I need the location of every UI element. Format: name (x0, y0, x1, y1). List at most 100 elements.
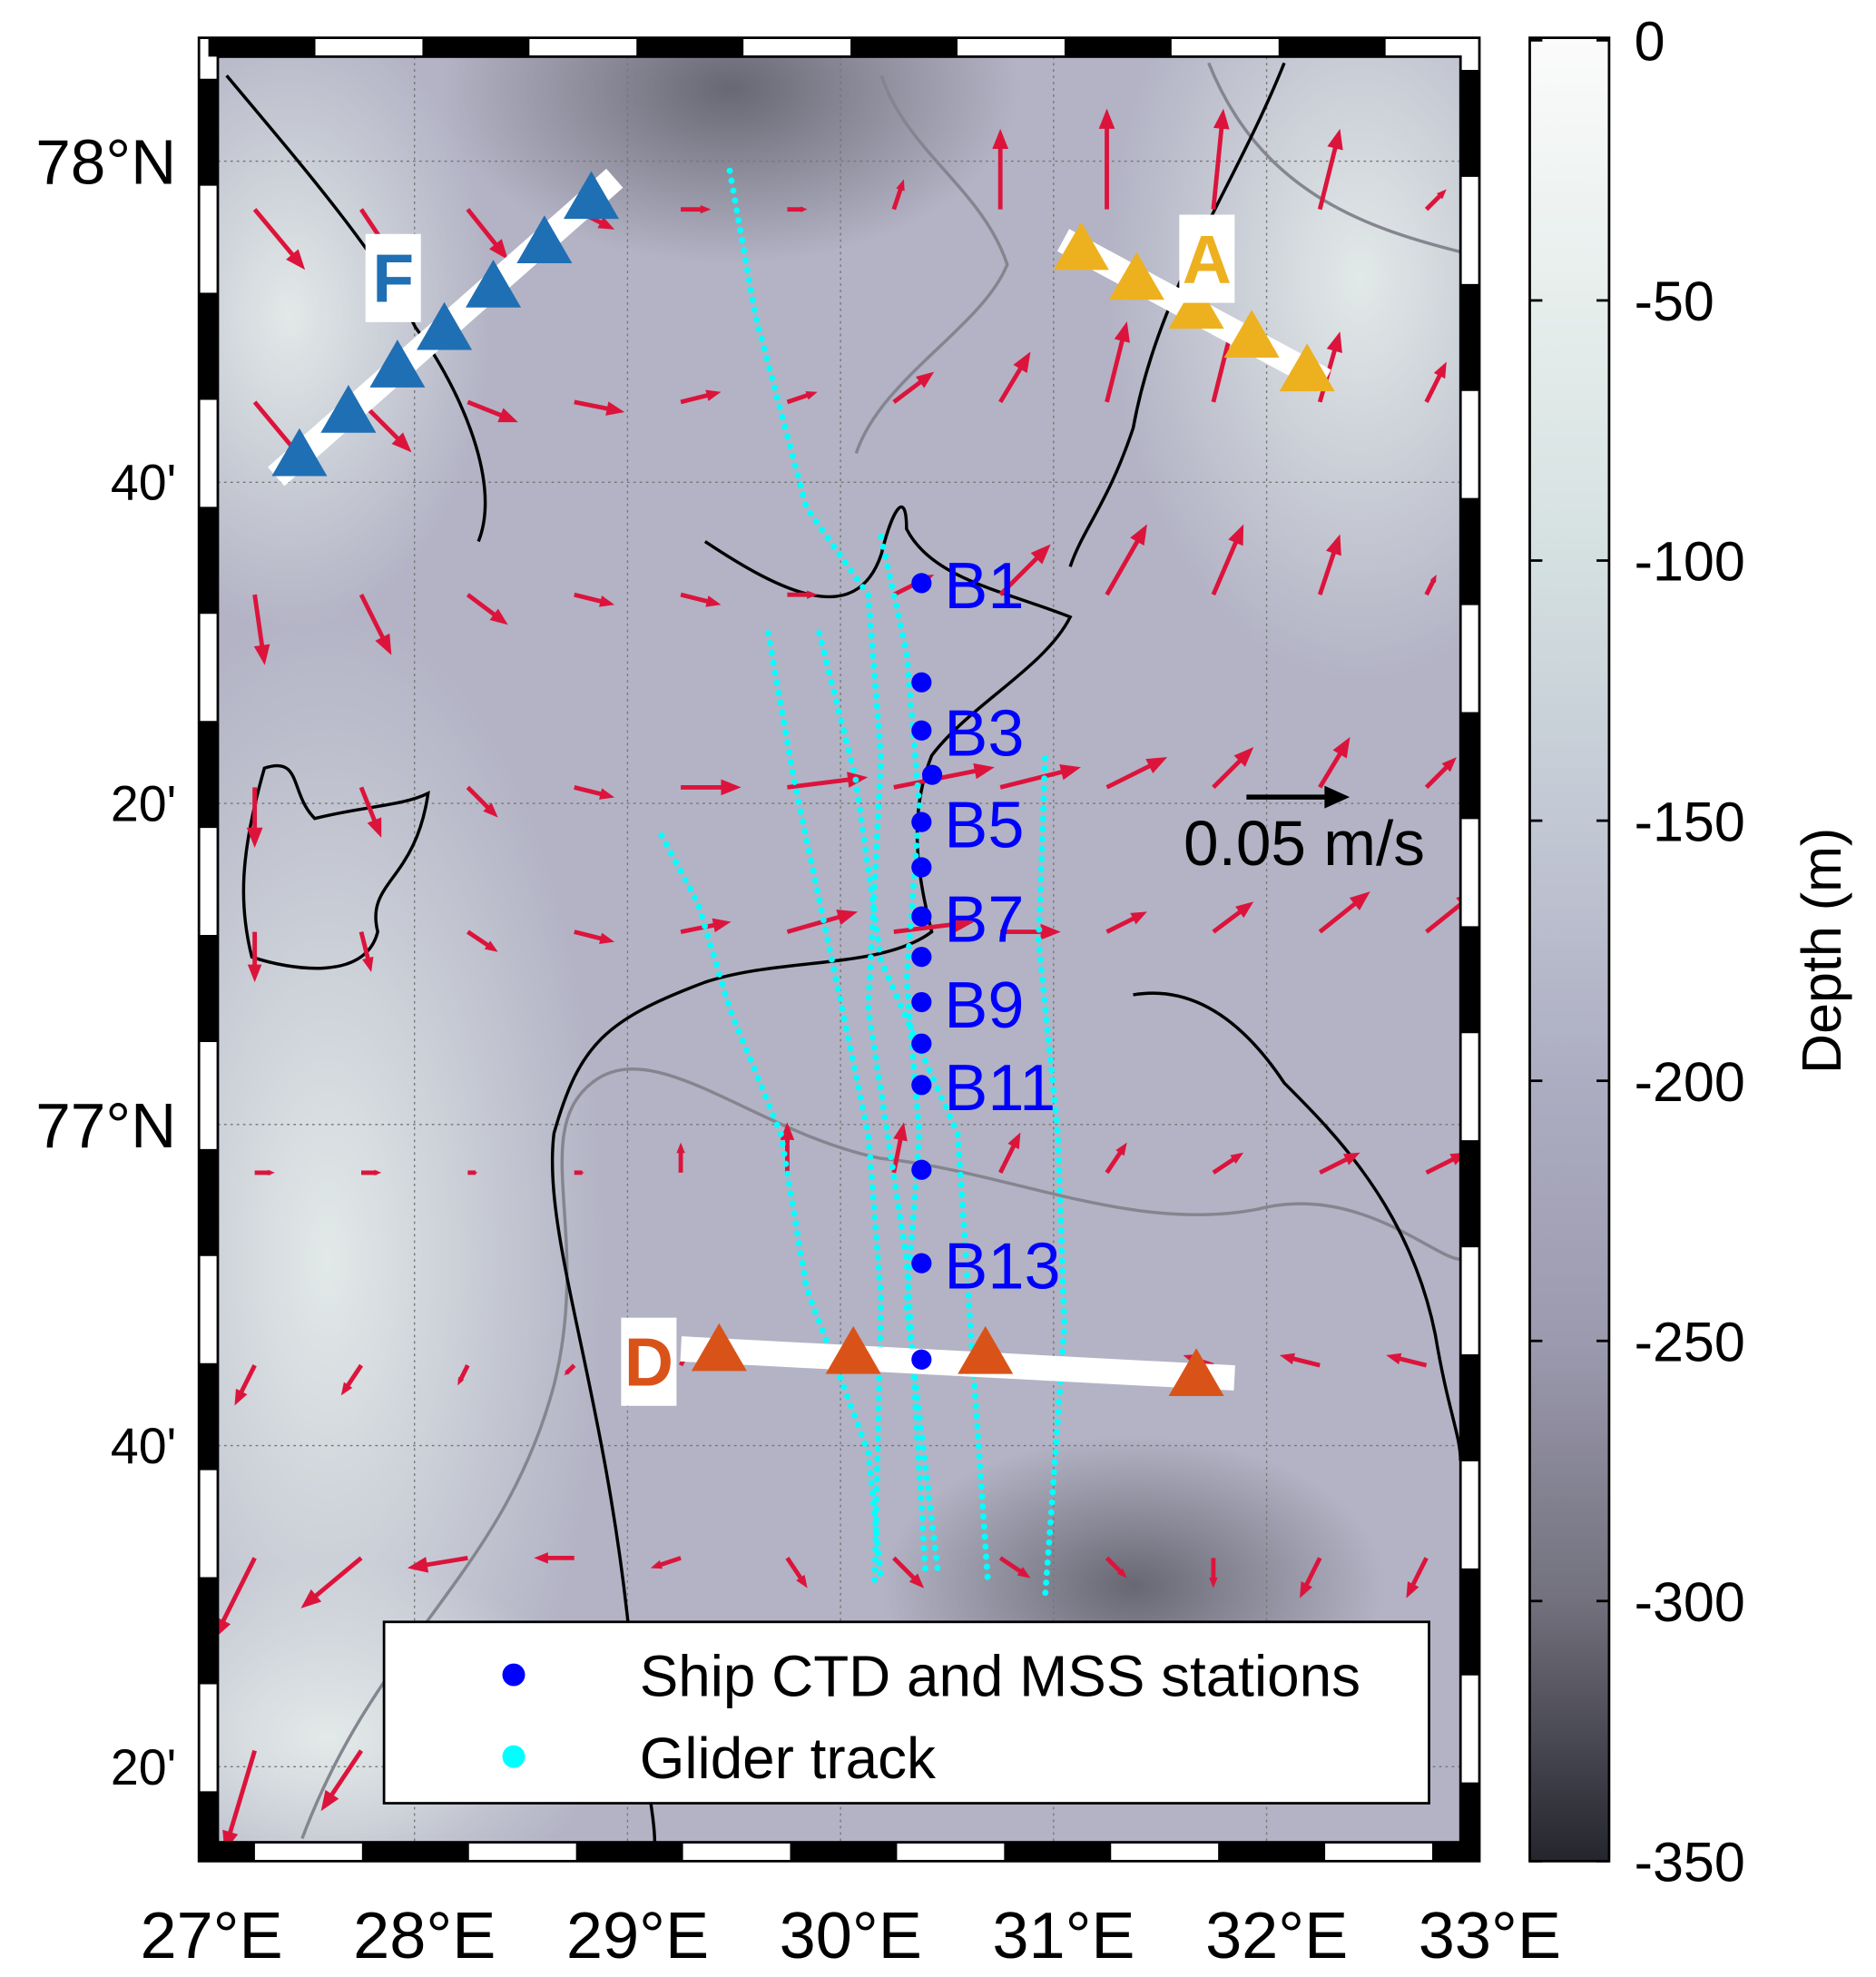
arrow-shaft (1105, 533, 1144, 596)
velocity-arrow (680, 918, 732, 934)
velocity-arrow (574, 785, 615, 800)
velocity-arrow (1211, 524, 1244, 596)
arrow-head (721, 779, 742, 796)
velocity-arrow (786, 909, 859, 934)
arrow-shaft (1211, 534, 1242, 596)
colorbar-label: Depth (m) (1791, 828, 1852, 1074)
station-marker (911, 1075, 932, 1096)
velocity-arrow (467, 929, 498, 952)
velocity-arrow (1105, 321, 1130, 403)
velocity-arrow (1424, 574, 1437, 596)
scale-label: 0.05 m/s (1184, 808, 1425, 879)
arrow-head (483, 802, 498, 818)
arrow-head (805, 391, 818, 400)
colorbar: 0 -50 -100 -150 -200 -250 -300 -350 Depth (m) (1528, 11, 1852, 1893)
velocity-arrow (998, 1556, 1031, 1579)
arrow-head (1030, 544, 1051, 565)
arrow-head (1235, 901, 1254, 919)
velocity-arrow (787, 590, 818, 599)
arrow-head (391, 432, 412, 453)
arrow-head (489, 608, 508, 625)
velocity-arrow (407, 1555, 468, 1573)
velocity-scale: 0.05 m/s (1184, 785, 1425, 879)
arrow-head (1130, 524, 1147, 546)
station-marker (911, 720, 932, 741)
section-station-triangle (1223, 310, 1280, 358)
velocity-arrow (246, 787, 263, 848)
velocity-arrow (992, 128, 1009, 210)
section-station-triangle (271, 428, 328, 477)
section-label-box (365, 233, 421, 322)
velocity-arrow (1212, 746, 1254, 790)
colorbar-tick-label: -100 (1635, 531, 1745, 593)
velocity-arrow (1279, 1352, 1321, 1368)
arrow-head (599, 595, 615, 607)
arrow-head (375, 633, 392, 655)
colorbar-tick-label: -150 (1635, 791, 1745, 852)
section-label-box (1179, 214, 1235, 303)
section-station-triangle (320, 385, 377, 433)
glider-track (1035, 755, 1068, 1600)
arrow-head (268, 1169, 275, 1175)
arrow-head (705, 595, 722, 607)
velocity-arrow (1424, 757, 1457, 790)
arrow-head (222, 1829, 239, 1843)
lat-tick-label: 20' (111, 776, 176, 832)
arrow-shaft (225, 1749, 257, 1841)
velocity-arrow (1098, 108, 1115, 210)
arrow-head (605, 401, 625, 416)
colorbar-tick-label: -250 (1635, 1311, 1745, 1372)
arrow-head (407, 1557, 429, 1573)
arrow-head (780, 1122, 795, 1140)
arrow-head (484, 940, 498, 952)
arrow-head (599, 788, 615, 800)
velocity-arrow (681, 779, 742, 796)
lon-tick-label: 29°E (566, 1900, 709, 1972)
colorbar-tick-label: -50 (1635, 270, 1714, 332)
lon-tick-label: 27°E (140, 1900, 282, 1972)
arrow-head (1115, 1142, 1127, 1156)
velocity-arrow (254, 1169, 275, 1175)
velocity-arrow (300, 1556, 363, 1608)
arrow-shaft (1105, 760, 1158, 790)
arrow-head (896, 179, 905, 192)
velocity-arrow (1105, 757, 1168, 790)
section-line (680, 1336, 1235, 1391)
legend-glider-marker (502, 1745, 525, 1768)
velocity-arrow (217, 1557, 257, 1636)
lat-tick-label: 40' (111, 455, 176, 511)
velocity-arrow (680, 592, 722, 607)
arrow-head (953, 916, 975, 933)
arrow-shaft (218, 1557, 257, 1629)
arrow-head (1007, 1132, 1021, 1150)
velocity-arrow (574, 399, 625, 416)
section-station-triangle (1279, 343, 1335, 392)
lon-tick-label: 28°E (353, 1900, 496, 1972)
arrow-shaft (466, 208, 503, 252)
arrow-head (374, 1169, 382, 1175)
velocity-arrow (1425, 1153, 1461, 1175)
shallow-region-left (217, 605, 604, 1843)
arrow-head (1040, 923, 1061, 940)
section-station-triangle (825, 1325, 881, 1374)
station-marker (921, 764, 943, 785)
velocity-arrow (680, 389, 722, 405)
arrow-head (1326, 331, 1342, 353)
arrow-head (1441, 757, 1457, 772)
velocity-arrow (1212, 901, 1254, 934)
arrow-head (300, 1588, 322, 1608)
arrow-shaft (252, 208, 300, 262)
arrow-head (1327, 128, 1343, 151)
velocity-arrow (467, 1170, 478, 1175)
glider-track (878, 533, 942, 1581)
arrow-head (362, 956, 374, 972)
section-station-triangle (1053, 221, 1109, 270)
velocity-arrow (892, 1556, 925, 1588)
section-station-triangle (958, 1325, 1014, 1374)
arrow-head (1300, 1581, 1313, 1598)
velocity-arrow (222, 1749, 257, 1843)
arrow-head (676, 1142, 685, 1154)
arrow-shaft (1317, 545, 1339, 595)
arrow-shaft (1105, 332, 1126, 403)
velocity-arrow (234, 1364, 257, 1406)
